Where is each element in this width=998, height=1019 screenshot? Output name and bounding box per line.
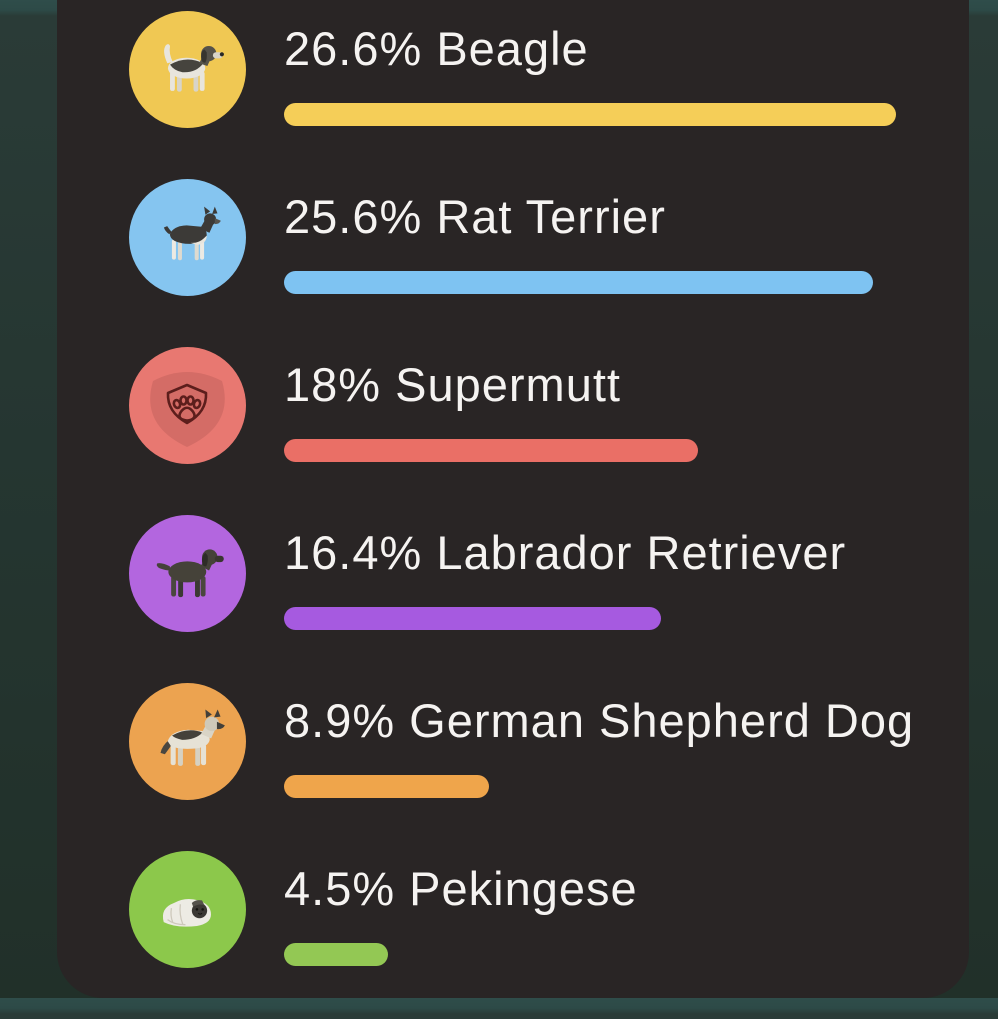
breed-avatar-pekingese[interactable]	[129, 851, 246, 968]
breed-label: 26.6% Beagle	[284, 22, 589, 75]
breed-percentage-bar	[284, 943, 388, 966]
labrador-retriever-dog-icon	[156, 548, 224, 597]
breed-row-beagle[interactable]: 26.6% Beagle	[57, 11, 969, 179]
breed-percentage-bar	[284, 271, 873, 294]
breed-row-supermutt[interactable]: 18% Supermutt	[57, 347, 969, 515]
beagle-dog-icon	[163, 44, 224, 92]
breed-label: 18% Supermutt	[284, 358, 621, 411]
paw-shield-icon	[150, 372, 225, 447]
breed-row-pekingese[interactable]: 4.5% Pekingese	[57, 851, 969, 1019]
pekingese-dog-icon	[162, 898, 211, 927]
breed-percentage-bar	[284, 103, 896, 126]
breed-avatar-labrador-retriever[interactable]	[129, 515, 246, 632]
german-shepherd-dog-icon	[160, 708, 225, 766]
breed-label: 25.6% Rat Terrier	[284, 190, 666, 243]
breed-percentage-bar	[284, 775, 489, 798]
breed-results-card: 26.6% Beagle 25.6% Rat Terrier	[57, 0, 969, 998]
breed-percentage-bar	[284, 439, 698, 462]
breed-avatar-supermutt[interactable]	[129, 347, 246, 464]
breed-avatar-german-shepherd-dog[interactable]	[129, 683, 246, 800]
breed-avatar-beagle[interactable]	[129, 11, 246, 128]
breed-label: 4.5% Pekingese	[284, 862, 638, 915]
breed-row-german-shepherd-dog[interactable]: 8.9% German Shepherd Dog	[57, 683, 969, 851]
breed-label: 8.9% German Shepherd Dog	[284, 694, 915, 747]
breed-row-labrador-retriever[interactable]: 16.4% Labrador Retriever	[57, 515, 969, 683]
breed-row-rat-terrier[interactable]: 25.6% Rat Terrier	[57, 179, 969, 347]
rat-terrier-dog-icon	[163, 206, 221, 261]
breed-percentage-bar	[284, 607, 661, 630]
breed-avatar-rat-terrier[interactable]	[129, 179, 246, 296]
breed-label: 16.4% Labrador Retriever	[284, 526, 847, 579]
